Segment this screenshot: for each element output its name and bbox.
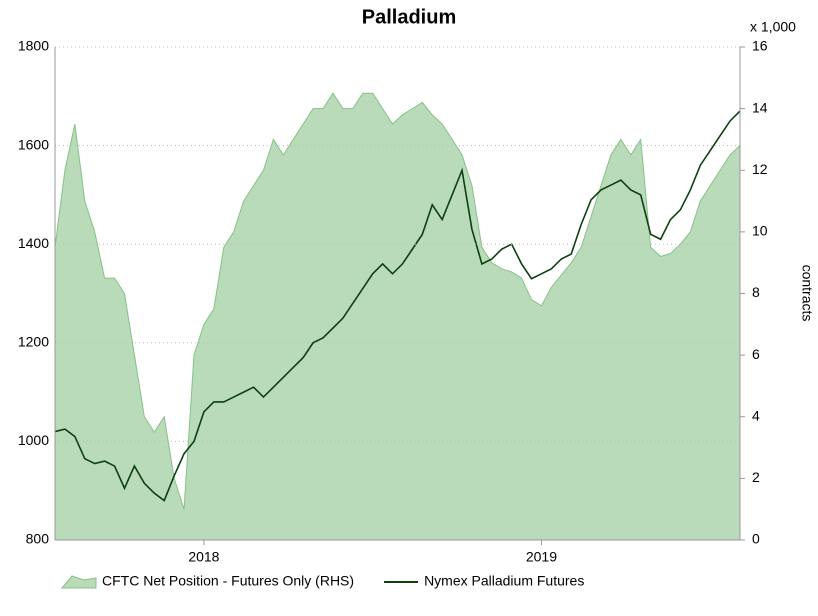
y2-tick-label: 16 [752,38,768,54]
x-tick-label: 2019 [526,549,557,565]
y2-tick-label: 0 [752,531,760,547]
y2-tick-label: 6 [752,346,760,362]
y-tick-label: 1200 [18,334,49,350]
legend-swatch [60,575,97,589]
line [54,110,741,502]
legend-label: CFTC Net Position - Futures Only (RHS) [102,573,354,589]
area [54,92,741,541]
y2-tick-label: 10 [752,223,768,239]
y2-axis-title: contracts [799,265,815,322]
y2-tick-label: 2 [752,469,760,485]
x-tick-label: 2018 [188,549,219,565]
y-tick-label: 1600 [18,136,49,152]
y2-tick-label: 14 [752,99,768,115]
legend-label: Nymex Palladium Futures [424,573,584,589]
y-tick-label: 1800 [18,38,49,54]
y2-tick-label: 4 [752,407,760,423]
y-tick-label: 800 [26,531,50,547]
y-tick-label: 1000 [18,432,49,448]
y2-unit-label: x 1,000 [750,19,796,35]
y2-tick-label: 8 [752,284,760,300]
y2-tick-label: 12 [752,161,768,177]
chart-title: Palladium [362,6,456,28]
y-tick-label: 1400 [18,235,49,251]
